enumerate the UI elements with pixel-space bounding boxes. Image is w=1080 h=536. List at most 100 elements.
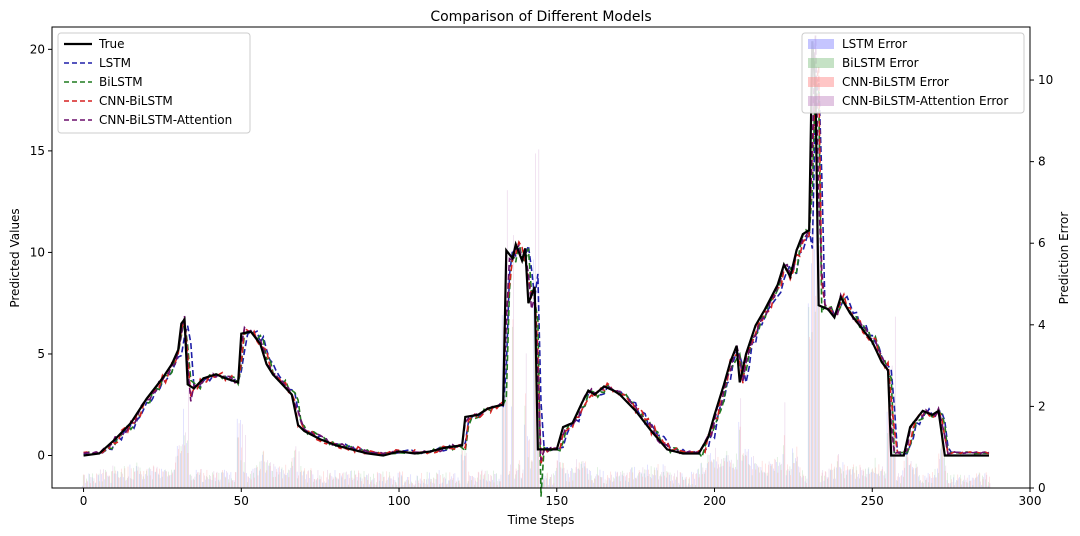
error-bar	[876, 473, 877, 488]
error-bar	[105, 472, 107, 488]
error-bar	[749, 464, 750, 488]
error-bar	[808, 307, 810, 488]
error-bar	[349, 478, 350, 488]
error-bar	[511, 326, 513, 488]
error-bar	[698, 468, 699, 488]
error-bar	[550, 477, 552, 488]
error-bar	[970, 480, 971, 488]
error-bar	[176, 446, 178, 488]
error-bar	[852, 469, 853, 488]
error-bar	[416, 475, 418, 488]
y2-tick-label-10: 10	[1038, 73, 1053, 87]
error-bar	[881, 469, 883, 488]
error-bar	[382, 471, 384, 488]
error-bar	[330, 472, 331, 488]
error-bar	[970, 480, 972, 488]
error-bar	[986, 474, 988, 488]
error-bar	[355, 474, 357, 488]
error-bar	[433, 478, 435, 488]
error-bar	[152, 465, 154, 488]
error-bar	[752, 469, 754, 488]
error-bar	[258, 470, 260, 488]
error-bar	[888, 405, 889, 488]
error-bar	[443, 478, 444, 488]
error-bar	[214, 477, 216, 488]
error-bar	[989, 483, 991, 488]
error-bar	[273, 463, 275, 488]
error-bar	[941, 431, 942, 488]
error-bar	[975, 478, 976, 488]
error-bar	[489, 481, 491, 488]
error-bar	[499, 481, 500, 488]
error-bar	[912, 466, 913, 488]
error-bar	[858, 474, 860, 488]
prediction-lines-layer	[83, 35, 990, 497]
error-bar	[988, 481, 989, 488]
error-bar	[361, 481, 362, 488]
error-bar	[383, 477, 384, 488]
error-bar	[101, 481, 103, 488]
error-bar	[923, 483, 924, 488]
error-bar	[240, 419, 241, 488]
error-bar	[199, 474, 200, 488]
error-bar	[149, 467, 150, 488]
error-bar	[264, 461, 265, 488]
error-bar	[741, 460, 743, 488]
error-bar	[978, 472, 980, 488]
error-bar	[134, 471, 136, 488]
error-bar	[913, 467, 914, 488]
error-bar	[372, 479, 374, 488]
error-bar	[585, 468, 587, 488]
error-bar	[809, 339, 811, 488]
error-bar	[161, 468, 162, 488]
error-bar	[268, 465, 270, 488]
error-bar	[226, 471, 227, 488]
y-tick-label-5: 5	[37, 347, 45, 361]
y2-tick-label-8: 8	[1038, 155, 1046, 169]
error-bar	[865, 477, 867, 488]
error-bar	[385, 480, 387, 488]
error-bar	[521, 478, 523, 488]
error-bar	[949, 483, 951, 488]
error-bar	[883, 475, 885, 488]
error-bar	[821, 472, 823, 488]
error-bar	[735, 467, 736, 488]
error-bar	[484, 473, 485, 488]
error-bar	[748, 464, 750, 488]
error-bar	[903, 476, 904, 488]
error-bar	[158, 475, 160, 488]
error-bar	[944, 450, 945, 488]
error-bar	[919, 481, 921, 488]
error-bar	[776, 456, 778, 488]
error-bar	[407, 480, 409, 488]
error-bar	[935, 477, 937, 488]
error-bar	[354, 470, 355, 488]
error-bar	[899, 477, 901, 488]
error-bar	[325, 482, 327, 488]
error-bar	[404, 480, 406, 488]
error-bar	[575, 467, 577, 488]
error-bar	[653, 467, 655, 488]
error-bar	[163, 471, 164, 488]
error-bar	[853, 464, 854, 488]
error-bar	[318, 479, 320, 488]
error-bar	[636, 478, 637, 488]
error-bar	[178, 445, 180, 488]
error-bar	[635, 478, 636, 488]
error-bar	[327, 469, 328, 488]
error-bar	[606, 480, 608, 488]
error-bar	[925, 479, 927, 488]
error-bar	[345, 478, 347, 488]
error-bar	[290, 467, 292, 488]
error-bar	[635, 477, 637, 488]
error-bar	[909, 465, 911, 488]
error-bar	[623, 475, 624, 488]
error-bar	[246, 473, 247, 488]
error-bar	[768, 464, 769, 488]
error-bar	[655, 475, 656, 488]
error-bar	[651, 478, 653, 488]
error-bar	[922, 481, 923, 488]
error-bar	[747, 449, 749, 488]
error-bar	[340, 475, 342, 488]
error-bar	[111, 471, 112, 488]
